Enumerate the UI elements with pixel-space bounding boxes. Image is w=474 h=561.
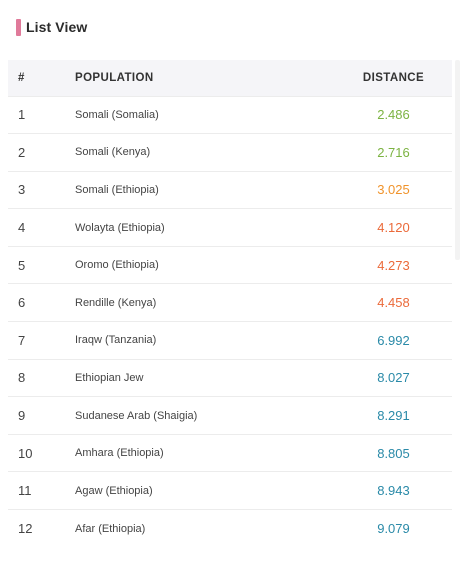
row-distance: 9.079	[377, 521, 410, 537]
row-distance: 2.486	[377, 107, 410, 123]
row-distance: 6.992	[377, 332, 410, 348]
table-row[interactable]: 6 Rendille (Kenya) 4.458	[8, 283, 452, 322]
column-header-population[interactable]: POPULATION	[75, 71, 154, 84]
column-header-distance[interactable]: DISTANCE	[362, 71, 425, 84]
table-row[interactable]: 3 Somali (Ethiopia) 3.025	[8, 171, 452, 209]
row-index: 9	[18, 408, 26, 424]
row-index: 8	[18, 370, 26, 386]
table-header: # POPULATION DISTANCE	[8, 60, 452, 96]
row-index: 3	[18, 182, 26, 198]
row-distance: 8.805	[377, 445, 410, 461]
row-population: Somali (Kenya)	[75, 146, 151, 159]
row-distance: 4.273	[377, 257, 410, 273]
row-distance: 2.716	[377, 144, 410, 160]
row-population: Somali (Somalia)	[75, 108, 159, 121]
row-index: 2	[18, 144, 26, 160]
row-population: Agaw (Ethiopia)	[75, 484, 153, 497]
row-population: Amhara (Ethiopia)	[75, 447, 164, 460]
row-distance: 8.027	[377, 370, 410, 386]
page-title: List View	[26, 19, 88, 35]
list-view-header: List View	[16, 17, 87, 37]
row-population: Somali (Ethiopia)	[75, 183, 159, 196]
table-row[interactable]: 12 Afar (Ethiopia) 9.079	[8, 509, 452, 548]
table-row[interactable]: 5 Oromo (Ethiopia) 4.273	[8, 246, 452, 284]
table-header-row: # POPULATION DISTANCE	[8, 60, 452, 96]
row-population: Iraqw (Tanzania)	[75, 334, 157, 347]
row-index: 4	[18, 220, 26, 236]
row-distance: 3.025	[377, 182, 410, 198]
row-population: Afar (Ethiopia)	[75, 522, 146, 535]
table-row[interactable]: 1 Somali (Somalia) 2.486	[8, 96, 452, 134]
row-distance: 4.458	[377, 295, 410, 311]
row-index: 11	[18, 483, 32, 499]
row-distance: 8.291	[377, 408, 410, 424]
table-row[interactable]: 4 Wolayta (Ethiopia) 4.120	[8, 208, 452, 247]
row-population: Oromo (Ethiopia)	[75, 259, 159, 272]
table-row[interactable]: 8 Ethiopian Jew 8.027	[8, 359, 452, 397]
row-population: Sudanese Arab (Shaigia)	[75, 409, 198, 422]
table-row[interactable]: 10 Amhara (Ethiopia) 8.805	[8, 434, 452, 472]
row-population: Rendille (Kenya)	[75, 296, 157, 309]
title-accent-bar	[16, 18, 21, 36]
row-index: 1	[18, 107, 26, 123]
row-index: 5	[18, 257, 26, 273]
row-population: Wolayta (Ethiopia)	[75, 221, 165, 234]
row-index: 12	[18, 521, 33, 537]
column-header-index[interactable]: #	[18, 71, 25, 84]
table-row[interactable]: 2 Somali (Kenya) 2.716	[8, 133, 452, 172]
population-table-container[interactable]: # POPULATION DISTANCE 1 Somali (Somalia) 2…	[8, 60, 452, 547]
row-distance: 8.943	[377, 483, 410, 499]
table-row[interactable]: 11 Agaw (Ethiopia) 8.943	[8, 471, 452, 510]
row-index: 7	[18, 332, 26, 348]
row-index: 10	[18, 445, 33, 461]
row-population: Ethiopian Jew	[75, 371, 144, 384]
row-distance: 4.120	[377, 220, 410, 236]
scrollbar[interactable]	[455, 60, 460, 260]
table-body: 1 Somali (Somalia) 2.486 2 Somali (Kenya) 2.7…	[8, 96, 452, 547]
table-row[interactable]: 7 Iraqw (Tanzania) 6.992	[8, 321, 452, 360]
row-index: 6	[18, 295, 26, 311]
table-row[interactable]: 9 Sudanese Arab (Shaigia) 8.291	[8, 396, 452, 435]
population-distance-table: # POPULATION DISTANCE 1 Somali (Somalia) 2…	[8, 60, 452, 547]
